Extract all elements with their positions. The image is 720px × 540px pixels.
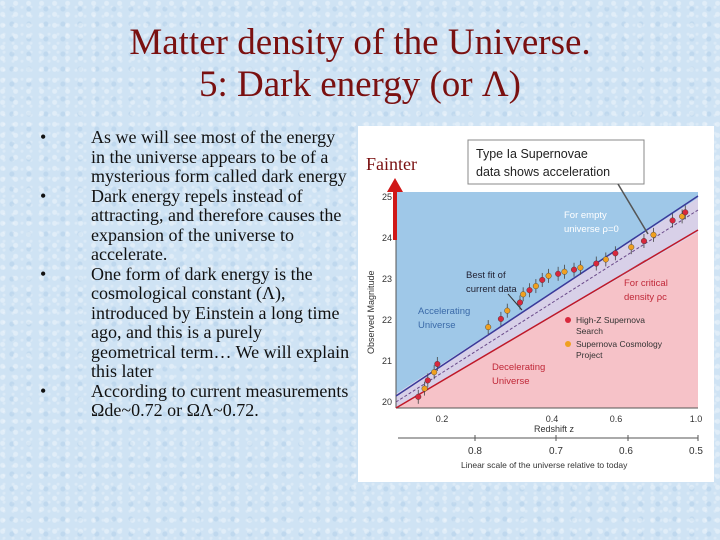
high-z-point <box>555 270 562 277</box>
empty-universe-line <box>395 195 699 397</box>
legend-high-z-line-1: High-Z Supernova <box>576 315 645 325</box>
fainter-arrow-icon <box>387 178 403 240</box>
y-axis-label: Observed Magnitude <box>366 270 376 354</box>
y-tick-labels: 20 21 22 23 24 25 <box>382 192 392 407</box>
fit-band <box>396 198 698 408</box>
y-tick-label: 23 <box>382 274 392 284</box>
bullet-item: • One form of dark energy is the cosmolo… <box>40 263 350 382</box>
critical-label-1: For critical <box>624 278 668 289</box>
supernova-figure: 20 21 22 23 24 25 Observed Magnitude 0.2… <box>358 126 714 482</box>
bullet-list: • As we will see most of the energy in t… <box>40 127 350 421</box>
bullet-item: • According to current measurements Ωde~… <box>40 380 350 421</box>
scale-tick-label: 0.8 <box>468 446 482 457</box>
scale-tick-label: 0.6 <box>619 446 633 457</box>
scp-point <box>650 231 657 238</box>
scp-point <box>431 369 438 376</box>
scale-tick-labels: 0.8 0.7 0.6 0.5 <box>468 446 703 457</box>
high-z-point <box>682 209 689 216</box>
bullet-dot: • <box>40 263 47 284</box>
legend-scp-line-1: Supernova Cosmology <box>576 339 663 349</box>
annotations: For empty universe ρ=0 Best fit of curre… <box>418 210 668 387</box>
scp-point <box>602 256 609 263</box>
high-z-point <box>434 360 441 367</box>
high-z-point <box>539 276 546 283</box>
scp-point <box>520 291 527 298</box>
scp-point <box>504 307 511 314</box>
high-z-point <box>424 377 431 384</box>
scp-point <box>545 272 552 279</box>
y-tick-label: 24 <box>382 233 392 243</box>
x-axis-label: Redshift z <box>534 424 575 434</box>
bullet-text: Dark energy repels instead of attracting… <box>91 185 342 264</box>
y-tick-label: 21 <box>382 356 392 366</box>
high-z-point <box>526 287 533 294</box>
accelerating-region <box>396 192 698 394</box>
data-points <box>415 205 689 404</box>
scp-point <box>532 283 539 290</box>
y-tick-label: 22 <box>382 315 392 325</box>
bestfit-pointer <box>507 293 523 311</box>
bullet-text: According to current measurements Ωde~0.… <box>91 380 349 420</box>
callout-box <box>467 139 645 185</box>
empty-label-2: universe ρ=0 <box>564 224 619 235</box>
bullet-text: As we will see most of the energy in the… <box>91 127 347 186</box>
y-tick-label: 25 <box>382 192 392 202</box>
scale-tick-label: 0.5 <box>689 446 703 457</box>
scale-tick-label: 0.7 <box>549 446 563 457</box>
bullet-item: • Dark energy repels instead of attracti… <box>40 185 350 265</box>
slide-title: Matter density of the Universe. 5: Dark … <box>0 22 720 106</box>
bullet-dot: • <box>40 127 47 147</box>
legend-high-z-marker <box>565 317 571 323</box>
fainter-label: Fainter <box>366 154 417 174</box>
legend: High-Z Supernova Search Supernova Cosmol… <box>565 315 663 360</box>
high-z-point <box>415 393 422 400</box>
legend-scp-marker <box>565 341 571 347</box>
scp-point <box>577 264 584 271</box>
critical-pointer <box>619 259 647 277</box>
y-tick-label: 20 <box>382 397 392 407</box>
x-tick-label: 0.4 <box>546 414 559 424</box>
title-line-1: Matter density of the Universe. <box>129 22 591 63</box>
high-z-point <box>612 250 619 257</box>
scp-point <box>421 385 428 392</box>
high-z-point <box>497 315 504 322</box>
callout-line-1: Type Ia Supernovae <box>476 147 588 161</box>
callout-line-2: data shows acceleration <box>476 165 610 179</box>
legend-scp-line-2: Project <box>576 350 603 360</box>
scp-point <box>485 324 492 331</box>
callout-pointer <box>617 183 649 235</box>
x-tick-label: 0.6 <box>610 414 623 424</box>
bullet-text: One form of dark energy is the cosmologi… <box>91 263 350 381</box>
title-line-2: 5: Dark energy (or Λ) <box>198 64 522 105</box>
bestfit-label-1: Best fit of <box>466 270 506 281</box>
bullet-item: • As we will see most of the energy in t… <box>40 127 350 187</box>
scp-point <box>628 244 635 251</box>
x-tick-label: 1.0 <box>690 414 703 424</box>
accelerating-label-2: Universe <box>418 320 456 331</box>
bestfit-label-2: current data <box>466 284 517 295</box>
scale-label: Linear scale of the universe relative to… <box>461 460 628 470</box>
hubble-diagram: 20 21 22 23 24 25 Observed Magnitude 0.2… <box>366 139 703 470</box>
bullet-dot: • <box>40 185 47 206</box>
empty-label-1: For empty <box>564 210 607 221</box>
bullet-dot: • <box>40 380 47 401</box>
critical-density-line <box>395 229 699 409</box>
high-z-point <box>669 217 676 224</box>
x-tick-label: 0.2 <box>436 414 449 424</box>
critical-label-2: density ρc <box>624 292 667 303</box>
decelerating-label-1: Decelerating <box>492 362 545 373</box>
scp-point <box>561 268 568 275</box>
legend-high-z-line-2: Search <box>576 326 603 336</box>
decelerating-label-2: Universe <box>492 376 530 387</box>
high-z-point <box>640 237 647 244</box>
high-z-point <box>516 299 523 306</box>
accelerating-label-1: Accelerating <box>418 306 470 317</box>
x-tick-labels: 0.2 0.4 0.6 1.0 <box>436 414 703 424</box>
high-z-point <box>571 266 578 273</box>
high-z-point <box>593 260 600 267</box>
